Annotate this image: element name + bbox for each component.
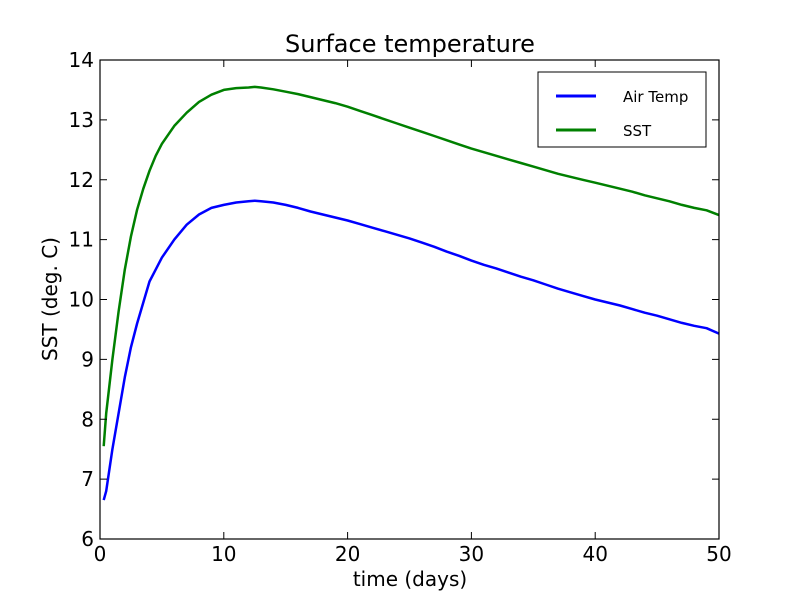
x-tick-label: 20 — [335, 542, 360, 566]
legend-box — [537, 71, 707, 148]
legend: Air Temp SST — [537, 71, 707, 148]
y-tick-label: 7 — [81, 467, 94, 491]
y-axis-label: SST (deg. C) — [38, 237, 62, 361]
x-tick-label: 50 — [706, 542, 731, 566]
chart-title: Surface temperature — [285, 30, 535, 58]
x-tick-label: 40 — [582, 542, 607, 566]
y-tick-label: 9 — [81, 347, 94, 371]
x-axis-label: time (days) — [353, 567, 467, 591]
x-axis: 0 10 20 30 40 50 — [94, 60, 732, 566]
x-tick-label: 0 — [94, 542, 107, 566]
legend-label-sst: SST — [623, 122, 652, 140]
y-tick-label: 12 — [69, 168, 94, 192]
series-line-sst — [102, 85, 720, 447]
legend-label-air-temp: Air Temp — [623, 88, 688, 106]
x-tick-label: 10 — [211, 542, 236, 566]
y-axis: 6 7 8 9 10 11 12 13 14 — [69, 48, 719, 551]
y-tick-label: 11 — [69, 228, 94, 252]
y-tick-label: 10 — [69, 288, 94, 312]
y-tick-label: 8 — [81, 407, 94, 431]
plot-lines — [102, 85, 720, 501]
y-tick-label: 6 — [81, 527, 94, 551]
series-line-air-temp — [102, 199, 720, 501]
x-tick-label: 30 — [459, 542, 484, 566]
y-tick-label: 13 — [69, 108, 94, 132]
y-tick-label: 14 — [69, 48, 94, 72]
